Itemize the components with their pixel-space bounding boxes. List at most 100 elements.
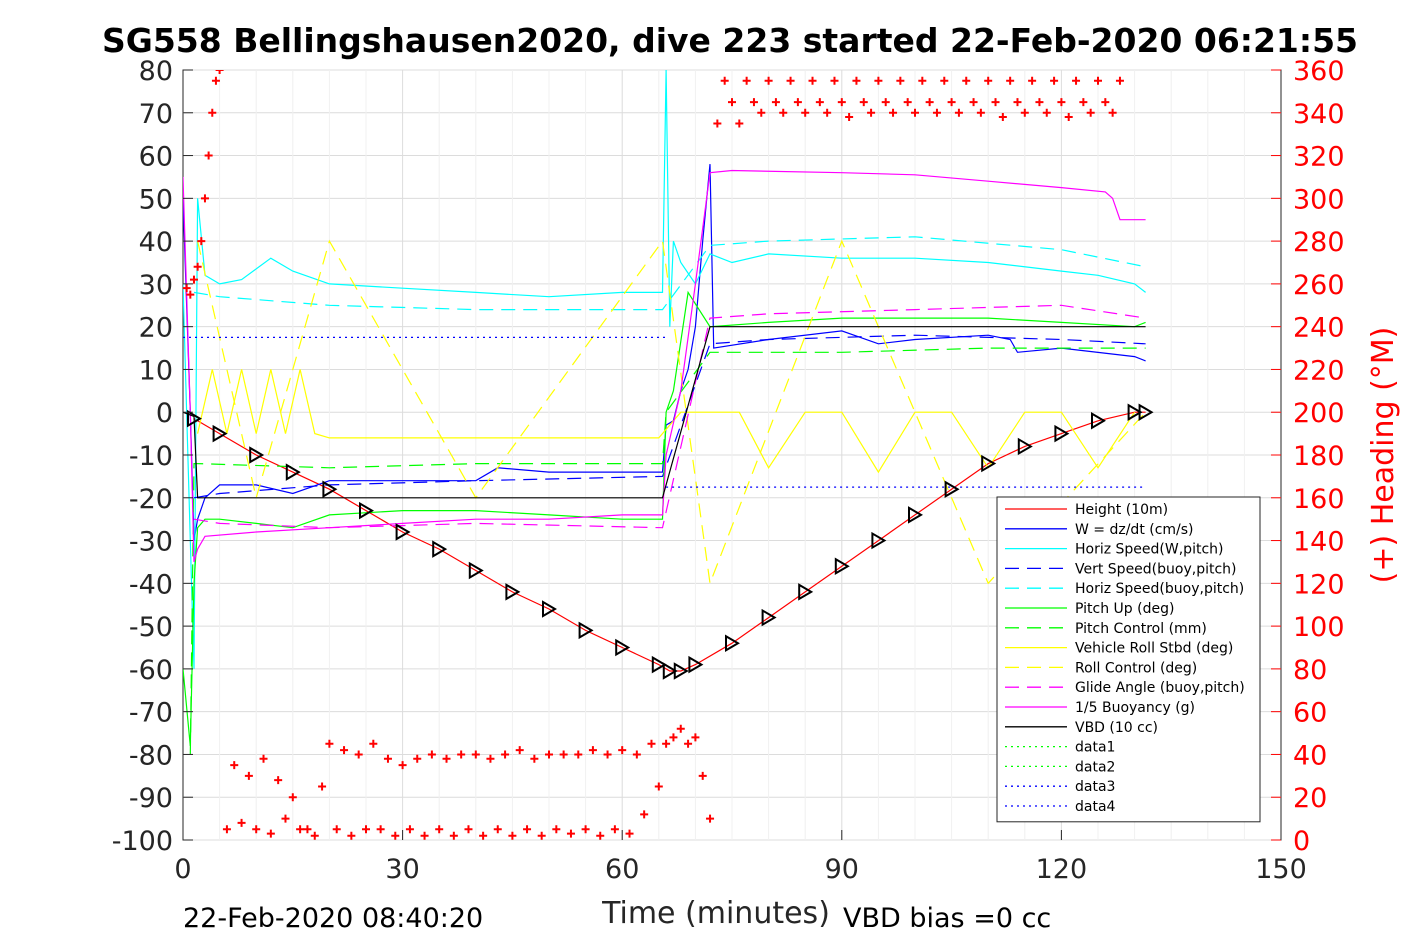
heading-point	[362, 825, 370, 834]
y-right-tick-label: 300	[1293, 184, 1345, 215]
heading-point	[523, 825, 532, 834]
x-tick-label: 90	[825, 854, 859, 885]
y-tick-label: 50	[139, 184, 173, 215]
legend-box	[996, 496, 1261, 823]
heading-point	[808, 76, 817, 85]
heading-point	[918, 76, 927, 85]
depth-point	[798, 583, 814, 601]
heading-point	[881, 98, 890, 107]
heading-point	[186, 290, 195, 299]
heading-point	[1115, 76, 1124, 85]
heading-point	[508, 831, 517, 840]
heading-point	[449, 831, 458, 840]
heading-point	[1028, 76, 1037, 85]
heading-point	[1101, 98, 1110, 107]
heading-point	[566, 829, 575, 838]
series-line-9	[193, 304, 1146, 529]
heading-point	[801, 108, 810, 117]
heading-point	[442, 754, 451, 763]
heading-point	[457, 750, 466, 759]
depth-point	[688, 655, 704, 674]
heading-point	[318, 782, 327, 791]
depth-point	[322, 480, 338, 498]
heading-point	[713, 119, 722, 128]
heading-point	[852, 76, 861, 85]
legend-label: data4	[1075, 799, 1116, 815]
heading-point	[288, 793, 297, 802]
heading-point	[222, 825, 231, 834]
y-axis-left: 80 70 60 50 40 30 20 10 0 -10 -20 -30 -40 -50 -60 -70 -8…	[112, 56, 193, 857]
heading-point	[413, 754, 422, 763]
x-tick-label: 60	[605, 854, 639, 885]
footer-vbd-bias: VBD bias =0 cc	[843, 903, 1051, 934]
heading-point	[545, 750, 553, 759]
heading-point	[859, 98, 868, 107]
heading-point	[1006, 76, 1015, 85]
depth-point	[359, 501, 374, 520]
heading-point	[779, 108, 788, 117]
x-axis: 0 30 60 90 120 150	[174, 830, 1307, 885]
depth-point	[834, 557, 850, 575]
heading-point	[1108, 108, 1117, 117]
depth-point	[212, 424, 228, 443]
heading-point	[200, 194, 209, 203]
heading-point	[464, 825, 473, 834]
series-layer	[183, 70, 1154, 755]
legend-label: W = dz/dt (cm/s)	[1075, 522, 1194, 538]
y-right-tick-label: 340	[1293, 99, 1345, 130]
y-axis-right: 3603403203002802602402202001801601401201…	[1271, 56, 1345, 857]
heading-point	[1086, 108, 1095, 117]
heading-point	[537, 831, 546, 840]
heading-point	[427, 750, 436, 759]
heading-point	[493, 825, 502, 834]
heading-point	[874, 76, 883, 85]
series-line-10	[183, 169, 1146, 563]
heading-point	[764, 76, 773, 85]
heading-point	[867, 108, 876, 117]
y-right-tick-label: 260	[1293, 270, 1345, 301]
heading-point	[728, 98, 736, 107]
depth-point	[578, 621, 594, 640]
heading-point	[193, 262, 202, 271]
heading-point	[1042, 108, 1051, 117]
heading-point	[640, 810, 649, 819]
heading-point	[420, 831, 429, 840]
heading-point	[837, 98, 846, 107]
y-right-tick-label: 220	[1293, 355, 1345, 386]
heading-point	[1035, 98, 1044, 107]
heading-point	[925, 98, 934, 107]
depth-point	[615, 638, 631, 657]
chart-title: SG558 Bellingshausen2020, dive 223 start…	[102, 21, 1358, 60]
depth-point	[542, 600, 557, 618]
depth-point	[908, 506, 923, 524]
y-right-tick-label: 360	[1293, 56, 1345, 87]
heading-point	[471, 750, 480, 759]
heading-point	[479, 831, 488, 840]
heading-point	[684, 739, 693, 748]
x-tick-label: 150	[1255, 854, 1307, 885]
y-right-tick-label: 180	[1293, 441, 1345, 472]
footer-timestamp: 22-Feb-2020 08:40:20	[183, 903, 483, 934]
heading-point	[940, 76, 949, 85]
depth-point	[1138, 403, 1154, 421]
y-right-tick-label: 160	[1293, 484, 1345, 515]
heading-point	[669, 733, 678, 742]
heading-point	[954, 108, 963, 117]
heading-point	[559, 750, 568, 759]
heading-point	[786, 76, 795, 85]
legend-label: Height (10m)	[1075, 502, 1168, 518]
y-right-tick-label: 80	[1293, 655, 1327, 686]
heading-point	[1050, 76, 1059, 85]
y-right-tick-label: 120	[1293, 569, 1345, 600]
heading-point	[976, 108, 985, 117]
heading-point	[325, 739, 334, 748]
legend: Height (10m) W = dz/dt (cm/s) Horiz Speed(…	[996, 496, 1261, 823]
depth-point	[944, 480, 960, 498]
heading-point	[691, 733, 700, 742]
heading-point	[889, 108, 898, 117]
heading-point	[332, 825, 341, 834]
y-right-tick-label: 20	[1293, 783, 1327, 814]
heading-point	[610, 825, 619, 834]
y-right-tick-label: 280	[1293, 227, 1345, 258]
